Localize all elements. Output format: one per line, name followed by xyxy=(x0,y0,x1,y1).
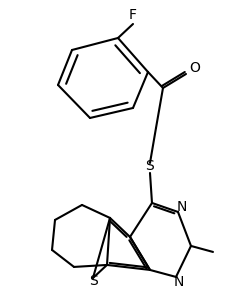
Text: F: F xyxy=(129,8,137,22)
Text: N: N xyxy=(177,200,187,214)
Text: N: N xyxy=(174,275,184,289)
Text: S: S xyxy=(89,274,97,288)
Text: S: S xyxy=(146,159,154,173)
Text: O: O xyxy=(190,61,200,75)
